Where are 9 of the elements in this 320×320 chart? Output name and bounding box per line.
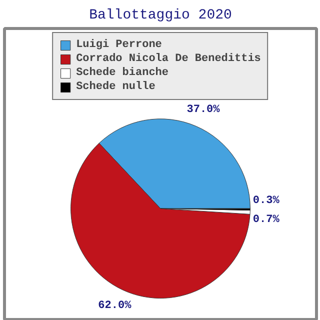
legend-label: Luigi Perrone — [76, 39, 162, 51]
legend-label: Schede nulle — [76, 81, 156, 93]
data-label: 37.0% — [186, 104, 220, 116]
data-label: 0.3% — [252, 194, 280, 207]
chart-title: Ballottaggio 2020 — [89, 8, 232, 24]
data-label: 0.7% — [252, 214, 280, 226]
legend-label: Schede bianche — [76, 67, 168, 79]
data-label: 62.0% — [98, 300, 132, 312]
legend-label: Corrado Nicola De Benedittis — [76, 53, 261, 65]
